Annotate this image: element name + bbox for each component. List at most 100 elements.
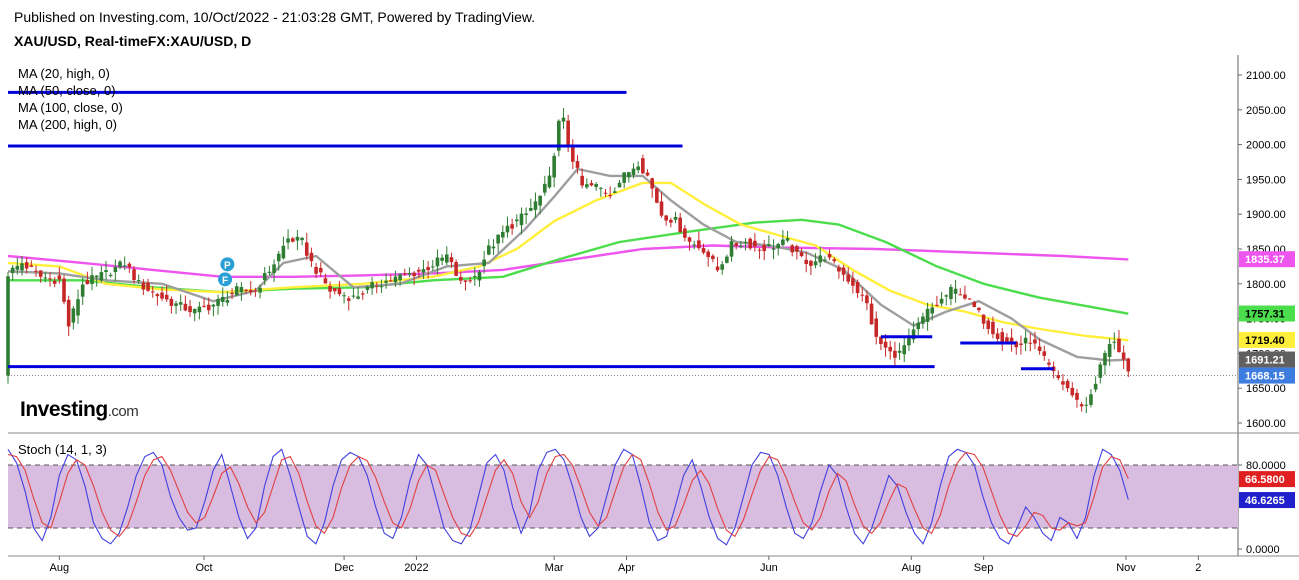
candle-body [515, 219, 519, 222]
candle-body [141, 282, 146, 290]
candle-body [393, 276, 398, 283]
candle [641, 154, 645, 175]
candle [669, 217, 673, 228]
candle-body [785, 238, 790, 241]
candle-body [519, 213, 524, 226]
candle-body [174, 303, 178, 306]
candle-body [178, 302, 183, 305]
candle-body [379, 286, 384, 288]
candle-body [851, 278, 855, 286]
candle-body [827, 253, 832, 258]
candle [318, 262, 323, 277]
candle-body [370, 282, 374, 289]
candle [935, 295, 939, 307]
candle [1126, 357, 1131, 378]
candle-body [496, 234, 500, 244]
candle [627, 171, 631, 183]
candle [925, 302, 930, 331]
candle [725, 254, 729, 264]
candle-body [472, 276, 477, 278]
candle [1009, 328, 1014, 352]
candle-body [795, 246, 799, 252]
candle-body [636, 166, 640, 171]
candle [837, 264, 841, 279]
candle [234, 282, 239, 297]
price-tick-label: 2100.00 [1246, 70, 1286, 82]
stoch-value-badge: 66.5800 [1239, 471, 1295, 488]
candle [24, 257, 29, 274]
candle [272, 259, 276, 283]
candle-body [762, 245, 767, 252]
candle-body [332, 288, 337, 292]
candle-body [262, 273, 267, 281]
candle-body [281, 245, 286, 259]
candle [547, 166, 552, 189]
price-axis[interactable]: 2100.002050.002000.001950.001900.001850.… [1238, 70, 1295, 430]
time-axis[interactable]: Aug Oct Dec 2022 Mar Apr Jun Aug Sep Nov 2 [50, 556, 1202, 574]
candle [589, 180, 594, 187]
candle-body [1000, 332, 1005, 342]
candle-body [416, 269, 421, 272]
candle-body [1042, 351, 1047, 356]
price-tick-label: 2000.00 [1246, 140, 1286, 152]
candle [865, 290, 869, 311]
candle [258, 284, 262, 299]
candle [197, 301, 202, 320]
candle [944, 294, 949, 306]
candle-body [225, 300, 230, 303]
candle-body [346, 298, 351, 301]
candle-body [594, 184, 598, 188]
candle-body [164, 294, 169, 300]
candle-body [374, 285, 379, 287]
candle [239, 282, 244, 301]
candle [552, 152, 556, 188]
candle [435, 249, 440, 275]
indicator-label: MA (20, high, 0) [18, 66, 110, 81]
symbol-title: XAU/USD, Real-timeFX:XAU/USD, D [14, 33, 252, 49]
candle-body [304, 242, 309, 256]
candle [613, 187, 617, 194]
candle [748, 237, 753, 251]
candle-body [398, 274, 402, 281]
candle [398, 273, 402, 286]
candle [122, 256, 127, 270]
candle [659, 192, 664, 218]
candle-body [547, 175, 552, 188]
candle [977, 307, 981, 313]
price-tick-label: 1900.00 [1246, 209, 1286, 221]
candle-body [435, 257, 440, 267]
candle [202, 297, 206, 308]
candle [869, 297, 874, 325]
candle-body [160, 292, 164, 299]
time-tick-label: 2022 [404, 562, 428, 574]
candle-body [80, 284, 85, 297]
candle-body [963, 294, 967, 299]
candle-body [706, 251, 710, 258]
candle [468, 276, 472, 284]
candle [388, 274, 393, 282]
candle-body [1056, 375, 1061, 379]
candle [645, 169, 650, 177]
candle-body [575, 161, 580, 168]
candle-body [43, 277, 48, 279]
indicator-legend: MA (20, high, 0) MA (50, close, 0) MA (100… [18, 66, 123, 132]
marker-dot [220, 257, 235, 272]
candle [482, 250, 486, 274]
stochastic-axis[interactable]: 80.0000 0.0000 66.5800 46.6265 [1238, 460, 1295, 556]
candle-body [356, 296, 360, 299]
candle [337, 281, 342, 297]
candle [916, 317, 921, 336]
candle-body [720, 264, 724, 270]
candle-body [697, 240, 701, 249]
candle-body [930, 307, 935, 314]
candle [90, 266, 94, 291]
candle-body [220, 296, 225, 302]
candle [80, 277, 85, 305]
candle [799, 248, 804, 258]
logo-text: Investing [20, 398, 108, 421]
candle [286, 229, 290, 250]
candle-body [1019, 343, 1023, 345]
candle [1117, 329, 1121, 353]
candle-body [318, 267, 323, 273]
